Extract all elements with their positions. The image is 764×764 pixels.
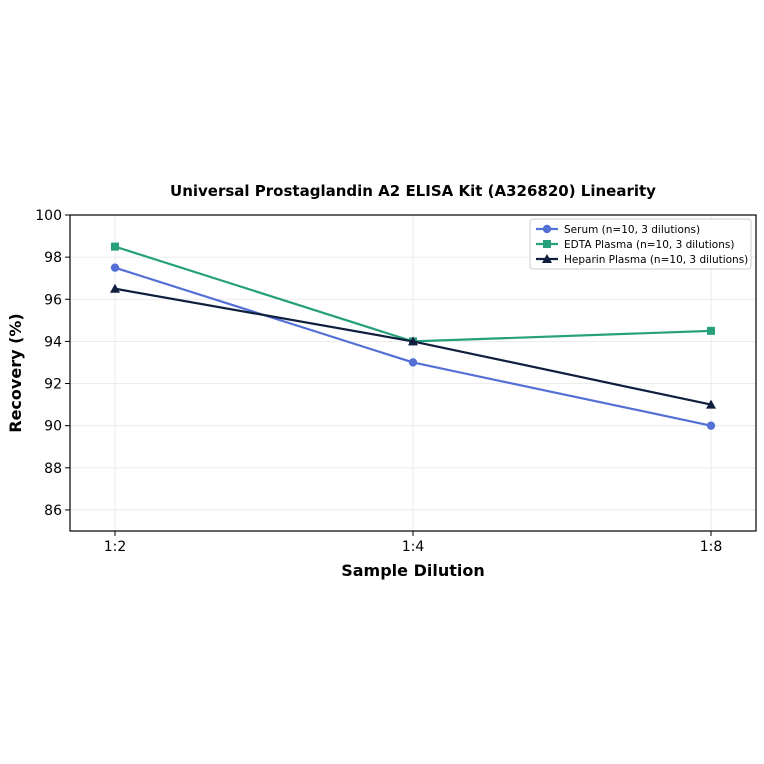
legend-marker — [542, 254, 552, 263]
y-tick-label: 94 — [44, 334, 62, 350]
y-axis-label: Recovery (%) — [6, 313, 25, 432]
data-point — [110, 283, 120, 293]
legend-marker — [543, 240, 551, 248]
y-tick-label: 98 — [44, 250, 62, 266]
data-point — [408, 336, 418, 346]
chart-title: Universal Prostaglandin A2 ELISA Kit (A3… — [170, 182, 656, 200]
legend: Serum (n=10, 3 dilutions) EDTA Plasma (n=… — [529, 218, 752, 270]
data-point — [110, 263, 120, 272]
data-point — [408, 358, 418, 367]
y-tick-label: 86 — [44, 503, 62, 519]
data-point — [111, 242, 119, 251]
y-tick-label: 100 — [35, 208, 62, 224]
x-tick-label: 1:4 — [402, 539, 425, 555]
series-3 — [110, 283, 716, 409]
legend-item: EDTA Plasma (n=10, 3 dilutions) — [536, 239, 734, 251]
data-point — [706, 399, 716, 409]
y-tick-label: 88 — [44, 461, 62, 477]
x-tick-label: 1:8 — [700, 539, 723, 555]
legend-box — [529, 218, 752, 270]
legend-label: EDTA Plasma (n=10, 3 dilutions) — [564, 239, 734, 251]
x-axis-label: Sample Dilution — [341, 561, 485, 580]
series-1 — [110, 263, 716, 430]
legend-item: Serum (n=10, 3 dilutions) — [536, 224, 700, 236]
legend-label: Heparin Plasma (n=10, 3 dilutions) — [564, 254, 748, 266]
y-tick-label: 92 — [44, 377, 62, 393]
legend-label: Serum (n=10, 3 dilutions) — [564, 224, 700, 236]
x-tick-label: 1:2 — [104, 539, 127, 555]
y-tick-label: 90 — [44, 419, 62, 435]
data-point — [707, 326, 715, 335]
x-axis: 1:2 1:4 1:8 — [104, 531, 723, 555]
legend-marker — [542, 224, 552, 234]
legend-item: Heparin Plasma (n=10, 3 dilutions) — [536, 254, 748, 266]
data-point — [706, 421, 716, 430]
y-axis: 86 88 90 92 94 96 98 100 — [35, 208, 70, 519]
plot-area — [110, 242, 716, 430]
y-tick-label: 96 — [44, 292, 62, 308]
